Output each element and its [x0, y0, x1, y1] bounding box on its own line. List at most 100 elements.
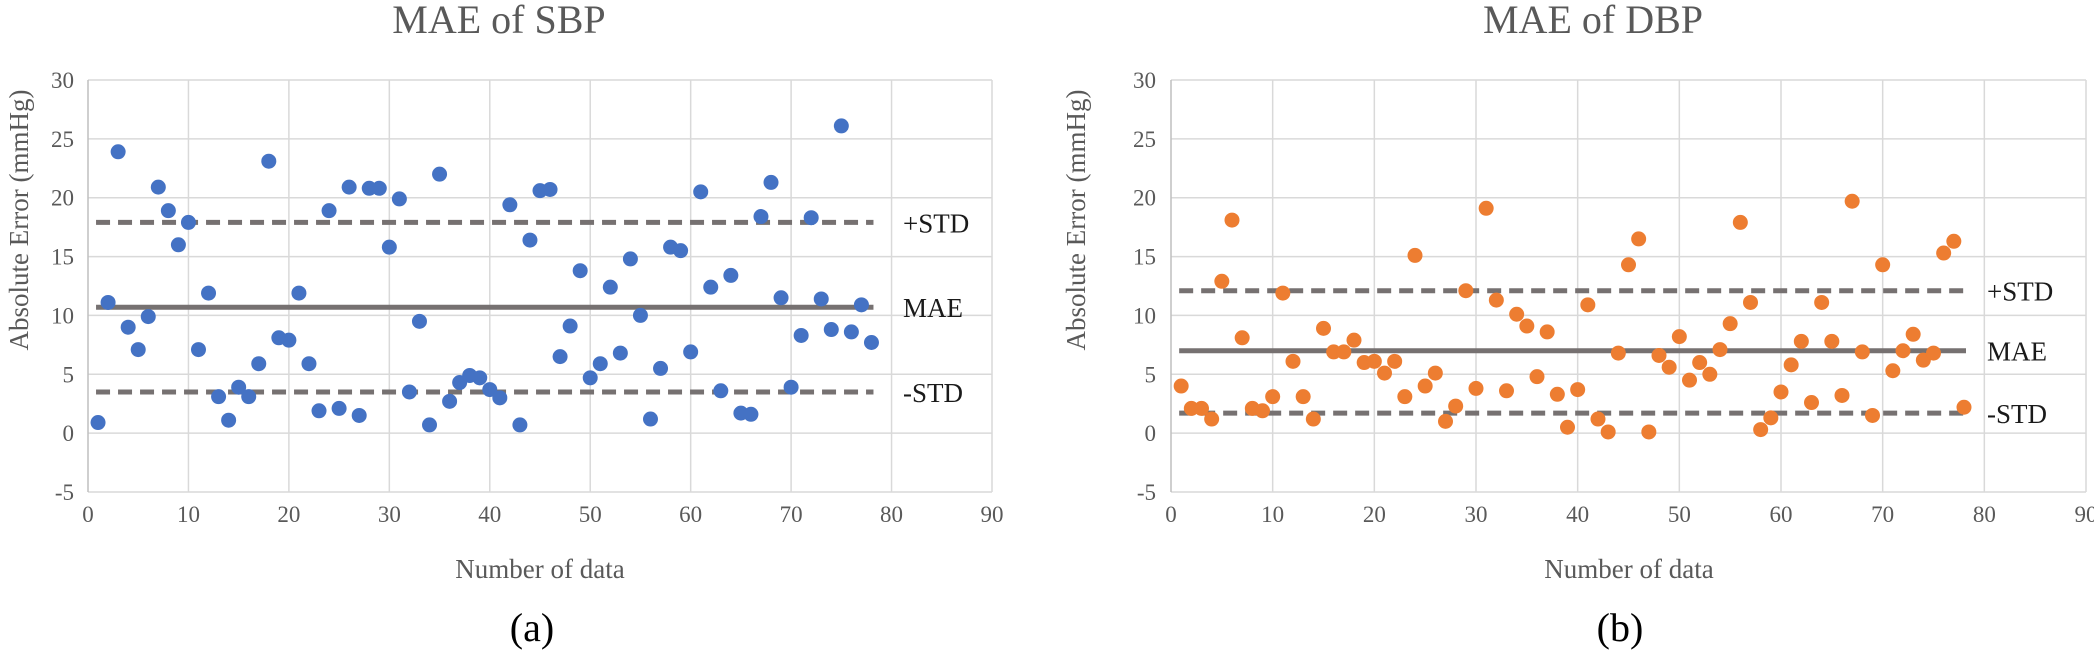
data-point: [1397, 389, 1413, 405]
data-point: [703, 279, 719, 295]
chart-svg-dbp: MAE of DBP +STD MAE -STD -5 0 5 10 15 20 25 30 0 10…: [1061, 0, 2094, 650]
data-point: [823, 322, 839, 338]
data-point: [1539, 324, 1555, 340]
data-point: [381, 239, 397, 255]
data-point: [512, 417, 528, 433]
data-point: [683, 344, 699, 360]
data-points: [1173, 193, 1972, 440]
data-point: [1468, 380, 1484, 396]
reference-line-label: MAE: [1987, 337, 2047, 367]
data-point: [442, 393, 458, 409]
data-point: [1560, 419, 1575, 435]
reference-lines: +STD MAE -STD: [96, 208, 969, 408]
data-point: [90, 415, 106, 431]
y-tick-label: 5: [1145, 362, 1157, 387]
data-point: [1194, 400, 1209, 416]
data-point: [1895, 343, 1911, 359]
data-point: [1824, 333, 1840, 349]
y-tick-label: 30: [51, 68, 74, 93]
data-point: [150, 179, 166, 195]
x-tick-label: 70: [780, 502, 803, 527]
figure-caption: (a): [510, 605, 554, 650]
data-point: [1732, 214, 1748, 230]
y-tick-label: 20: [51, 186, 74, 211]
x-tick-label: 40: [1566, 502, 1589, 527]
data-point: [341, 179, 357, 195]
data-point: [1224, 212, 1240, 228]
reference-lines: +STD MAE -STD: [1179, 277, 2053, 429]
x-tick-label: 30: [378, 502, 401, 527]
data-point: [1316, 320, 1331, 336]
data-point: [1804, 395, 1819, 411]
figure-caption: (b): [1597, 605, 1644, 650]
data-point: [241, 389, 257, 405]
data-point: [1427, 365, 1443, 381]
data-point: [753, 209, 769, 225]
data-point: [130, 342, 146, 358]
data-point: [1305, 411, 1321, 427]
x-tick-label: 80: [880, 502, 903, 527]
data-point: [1448, 398, 1464, 414]
data-point: [140, 309, 156, 325]
reference-line-label: +STD: [903, 208, 969, 238]
data-point: [1743, 294, 1758, 310]
data-point: [572, 263, 588, 279]
data-point: [1265, 389, 1281, 405]
y-tick-label: -5: [1137, 480, 1156, 505]
data-point: [1936, 245, 1952, 261]
x-tick-label: 70: [1871, 502, 1894, 527]
data-point: [432, 166, 448, 182]
x-tick-label: 0: [82, 502, 94, 527]
data-point: [1702, 366, 1718, 382]
data-point: [1773, 384, 1789, 400]
data-point: [1407, 247, 1423, 263]
data-point: [1478, 200, 1494, 216]
data-point: [582, 370, 598, 386]
data-point: [1722, 316, 1738, 332]
data-point: [1783, 357, 1799, 373]
data-point: [622, 251, 638, 267]
data-point: [301, 356, 317, 372]
data-point: [311, 403, 327, 419]
data-point: [1366, 353, 1382, 369]
x-tick-label: 20: [1363, 502, 1386, 527]
data-point: [190, 342, 206, 358]
x-tick-label: 60: [1770, 502, 1793, 527]
data-point: [552, 349, 568, 365]
data-point: [1275, 285, 1291, 301]
chart-panel-sbp: MAE of SBP +STD MAE -STD -5 0 5 10 15 20 25 30 0 10…: [0, 0, 1047, 655]
data-point: [1377, 365, 1392, 381]
y-tick-label: 15: [51, 245, 74, 270]
data-point: [1885, 363, 1901, 379]
data-point: [1712, 342, 1728, 358]
data-point: [291, 285, 307, 301]
data-point: [592, 356, 608, 372]
x-tick-label: 50: [579, 502, 602, 527]
data-point: [502, 197, 518, 213]
data-point: [1682, 372, 1697, 388]
data-point: [411, 313, 427, 329]
data-point: [1336, 344, 1352, 360]
data-point: [110, 144, 126, 160]
data-point: [201, 285, 217, 301]
data-point: [170, 237, 186, 253]
data-point: [1204, 411, 1220, 427]
y-axis-label: Absolute Error (mmHg): [4, 90, 34, 351]
data-point: [673, 243, 689, 259]
tick-labels: -5 0 5 10 15 20 25 30 0 10 20 30 40 50 60 70 80 90: [1133, 68, 2094, 527]
data-point: [1793, 333, 1809, 349]
grid: [1170, 79, 2087, 493]
data-point: [632, 307, 648, 323]
data-point: [843, 324, 859, 340]
data-point: [1509, 306, 1525, 322]
data-point: [1255, 403, 1270, 419]
data-point: [221, 412, 237, 428]
data-point: [100, 294, 116, 310]
data-point: [863, 335, 879, 351]
data-point: [1438, 413, 1453, 429]
data-point: [261, 153, 277, 169]
y-tick-label: 0: [63, 421, 75, 446]
data-point: [1956, 399, 1972, 415]
data-point: [1834, 387, 1850, 403]
data-point: [1641, 424, 1657, 440]
